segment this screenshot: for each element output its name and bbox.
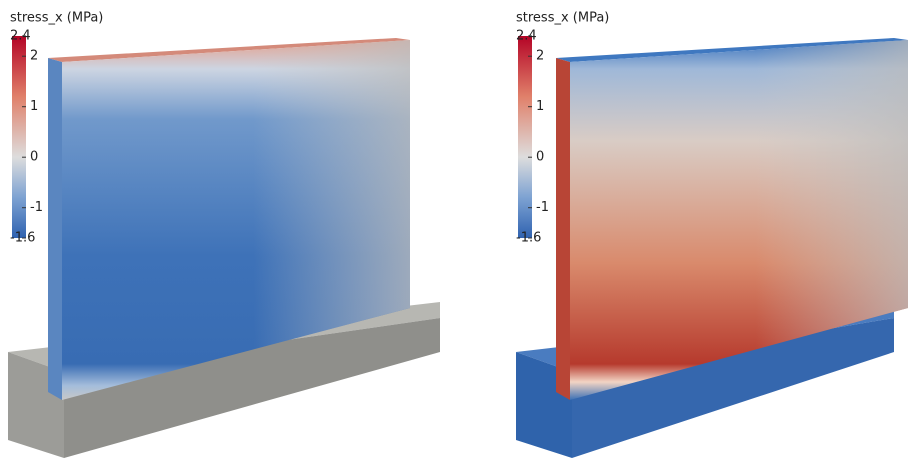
colorbar-tick-label: 1: [30, 99, 38, 114]
colorbar-tick-label: -1: [536, 200, 549, 215]
colorbar-tick-label: -1.6: [516, 231, 541, 246]
left-model: [8, 38, 440, 458]
colorbar-tick-label: 2.4: [516, 29, 537, 44]
colorbar-gradient: [12, 36, 26, 238]
colorbar-tick-label: -1.6: [10, 231, 35, 246]
colorbar-gradient: [518, 36, 532, 238]
colorbar-title: stress_x (MPa): [10, 11, 103, 26]
colorbar-tick-label: 1: [536, 99, 544, 114]
colorbar-tick-label: 0: [536, 150, 544, 165]
colorbar: stress_x (MPa) 2.4 2 1 0 -1 -1.6: [10, 11, 103, 246]
colorbar: stress_x (MPa) 2.4 2 1 0 -1 -1.6: [516, 11, 609, 246]
colorbar-tick-label: -1: [30, 200, 43, 215]
colorbar-tick-label: 2: [536, 49, 544, 64]
colorbar-title: stress_x (MPa): [516, 11, 609, 26]
colorbar-tick-label: 2: [30, 49, 38, 64]
colorbar-tick-label: 0: [30, 150, 38, 165]
colorbar-tick-label: 2.4: [10, 29, 31, 44]
right-model: [516, 38, 908, 458]
